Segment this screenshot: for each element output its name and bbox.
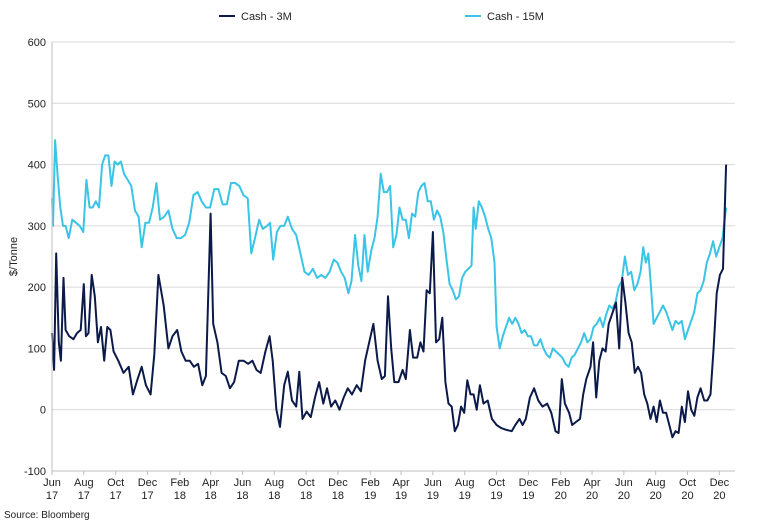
x-tick-month: Apr [393, 477, 410, 489]
x-tick-year: 18 [300, 490, 312, 502]
y-tick-label: 100 [28, 343, 46, 355]
x-tick-year: 18 [174, 490, 186, 502]
x-tick-month: Feb [170, 477, 189, 489]
x-tick-month: Dec [519, 477, 539, 489]
x-tick-month: Oct [488, 477, 505, 489]
x-tick-month: Oct [679, 477, 696, 489]
legend-label: Cash - 3M [241, 11, 292, 23]
x-tick-month: Oct [298, 477, 315, 489]
y-tick-label: 500 [28, 98, 46, 110]
x-tick-year: 19 [490, 490, 502, 502]
x-tick-month: Jun [424, 477, 442, 489]
x-tick-year: 18 [204, 490, 216, 502]
y-tick-label: 200 [28, 282, 46, 294]
x-tick-year: 18 [236, 490, 248, 502]
gridlines [52, 41, 735, 472]
x-tick-year: 17 [141, 490, 153, 502]
x-tick-month: Oct [107, 477, 124, 489]
x-tick-year: 20 [586, 490, 598, 502]
x-tick-year: 20 [618, 490, 630, 502]
x-tick-year: 20 [681, 490, 693, 502]
y-tick-label: 400 [28, 160, 46, 172]
x-tick-month: Feb [361, 477, 380, 489]
x-tick-month: Feb [551, 477, 570, 489]
x-tick-year: 19 [427, 490, 439, 502]
x-tick-month: Apr [583, 477, 600, 489]
x-tick-month: Aug [646, 477, 666, 489]
x-tick-month: Apr [202, 477, 219, 489]
x-tick-month: Jun [615, 477, 633, 489]
x-tick-year: 19 [522, 490, 534, 502]
x-tick-year: 18 [332, 490, 344, 502]
x-tick-year: 17 [110, 490, 122, 502]
x-tick-month: Dec [710, 477, 730, 489]
y-tick-label: -100 [24, 466, 46, 478]
series-line-cash-3m [51, 164, 728, 439]
source-note: Source: Bloomberg [4, 510, 90, 521]
x-tick-year: 19 [459, 490, 471, 502]
x-tick-year: 17 [46, 490, 58, 502]
x-tick-year: 20 [650, 490, 662, 502]
x-tick-month: Jun [234, 477, 252, 489]
x-tick-year: 17 [78, 490, 90, 502]
legend: Cash - 3M Cash - 15M [219, 11, 544, 23]
x-tick-year: 18 [268, 490, 280, 502]
x-tick-month: Aug [74, 477, 94, 489]
axes: -1000100200300400500600Jun17Aug17Oct17De… [8, 37, 735, 502]
series-lines [51, 139, 728, 439]
y-tick-label: 0 [40, 405, 46, 417]
y-tick-label: 300 [28, 221, 46, 233]
y-axis-label: $/Tonne [8, 237, 20, 276]
x-tick-month: Dec [138, 477, 158, 489]
legend-label: Cash - 15M [487, 11, 544, 23]
x-tick-year: 19 [395, 490, 407, 502]
series-line-cash-15m [51, 139, 728, 368]
x-tick-year: 20 [713, 490, 725, 502]
x-tick-month: Aug [455, 477, 475, 489]
chart-svg: -1000100200300400500600Jun17Aug17Oct17De… [8, 11, 735, 502]
x-tick-year: 20 [555, 490, 567, 502]
x-tick-year: 19 [364, 490, 376, 502]
y-tick-label: 600 [28, 37, 46, 49]
x-tick-month: Dec [328, 477, 348, 489]
x-tick-month: Aug [264, 477, 284, 489]
x-tick-month: Jun [43, 477, 61, 489]
